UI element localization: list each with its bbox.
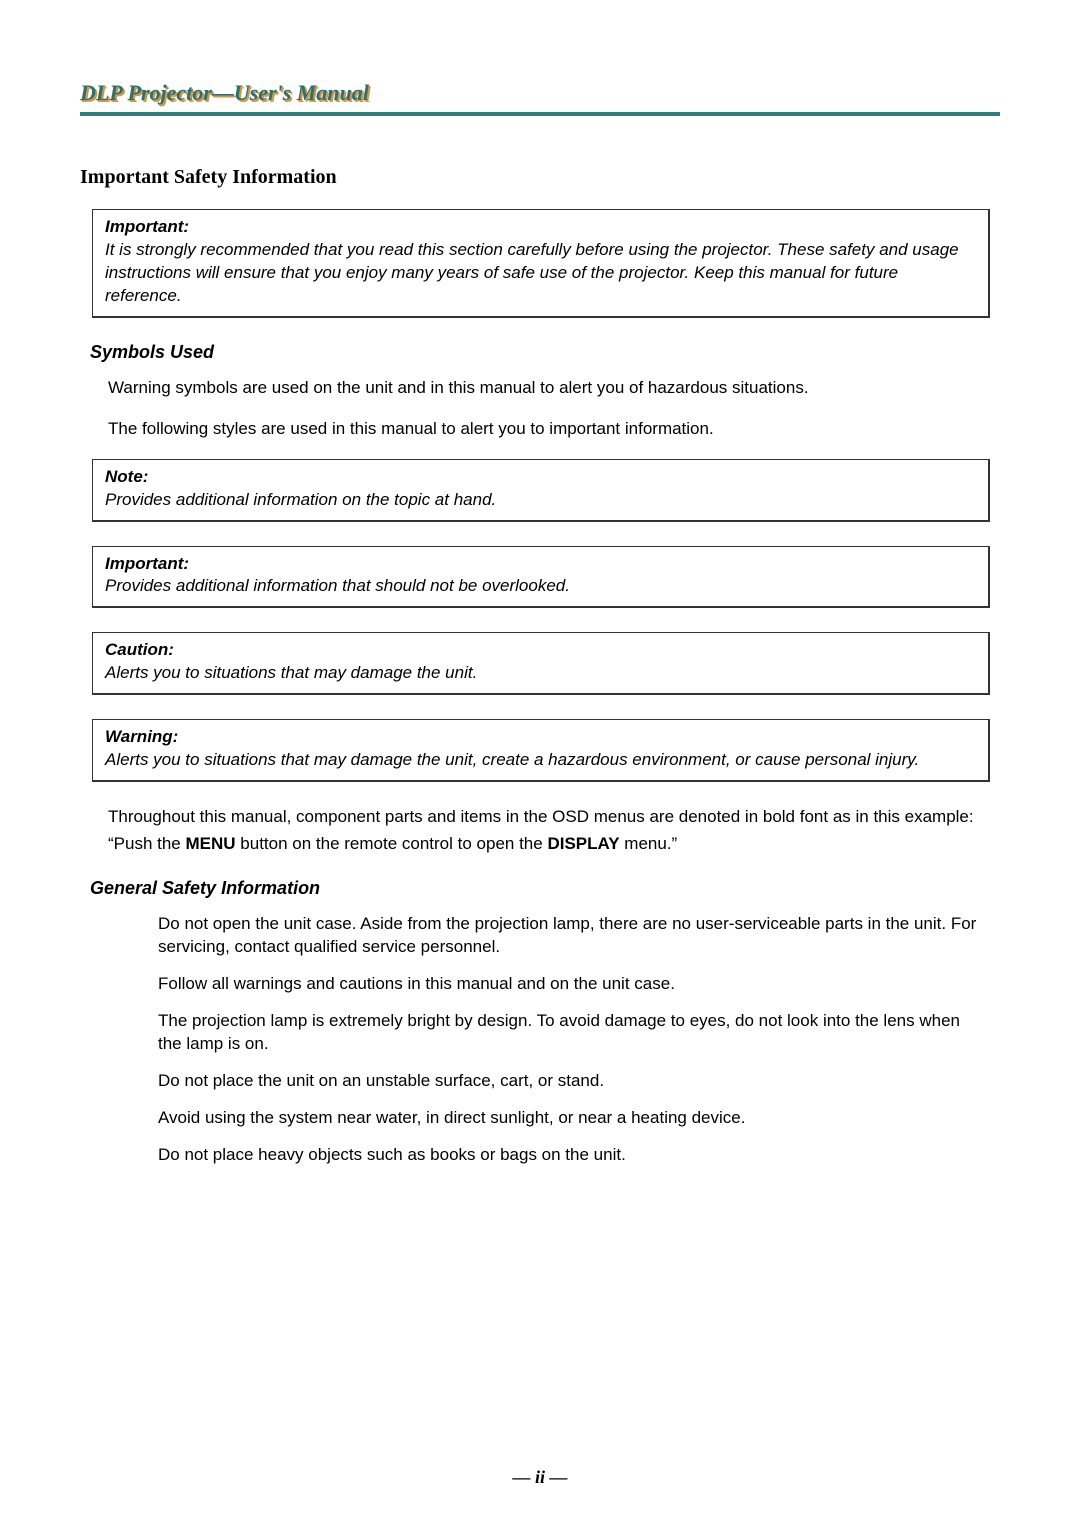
box-note-label: Note: — [105, 466, 976, 489]
general-item-0: Do not open the unit case. Aside from th… — [158, 913, 980, 959]
box-note-body: Provides additional information on the t… — [105, 489, 976, 512]
header-title: DLP Projector—User's Manual — [80, 80, 1000, 110]
general-item-5: Do not place heavy objects such as books… — [158, 1144, 980, 1167]
box-warning: Warning: Alerts you to situations that m… — [92, 719, 990, 782]
box-important-top-label: Important: — [105, 216, 976, 239]
box-important-2: Important: Provides additional informati… — [92, 546, 990, 609]
box-warning-label: Warning: — [105, 726, 976, 749]
subsection-general-safety: General Safety Information — [90, 878, 1000, 899]
box-caution: Caution: Alerts you to situations that m… — [92, 632, 990, 695]
throughout-bold-display: DISPLAY — [547, 834, 619, 853]
throughout-mid: button on the remote control to open the — [236, 834, 548, 853]
page: DLP Projector—User's Manual Important Sa… — [0, 0, 1080, 1528]
page-footer: — ii — — [0, 1467, 1080, 1488]
throughout-line1: Throughout this manual, component parts … — [108, 806, 990, 829]
box-caution-body: Alerts you to situations that may damage… — [105, 662, 976, 685]
box-important-top: Important: It is strongly recommended th… — [92, 209, 990, 318]
header-rule — [80, 112, 1000, 116]
box-warning-body: Alerts you to situations that may damage… — [105, 749, 976, 772]
symbols-para-1: Warning symbols are used on the unit and… — [108, 377, 990, 400]
general-item-3: Do not place the unit on an unstable sur… — [158, 1070, 980, 1093]
general-item-4: Avoid using the system near water, in di… — [158, 1107, 980, 1130]
general-item-2: The projection lamp is extremely bright … — [158, 1010, 980, 1056]
section-title: Important Safety Information — [80, 166, 1000, 189]
subsection-symbols-used: Symbols Used — [90, 342, 1000, 363]
box-caution-label: Caution: — [105, 639, 976, 662]
box-important-2-body: Provides additional information that sho… — [105, 575, 976, 598]
throughout-post: menu.” — [620, 834, 678, 853]
box-important-top-body: It is strongly recommended that you read… — [105, 239, 976, 308]
throughout-bold-menu: MENU — [186, 834, 236, 853]
symbols-para-2: The following styles are used in this ma… — [108, 418, 990, 441]
general-item-1: Follow all warnings and cautions in this… — [158, 973, 980, 996]
box-important-2-label: Important: — [105, 553, 976, 576]
box-note: Note: Provides additional information on… — [92, 459, 990, 522]
throughout-line2: “Push the MENU button on the remote cont… — [108, 833, 990, 856]
throughout-pre: “Push the — [108, 834, 186, 853]
